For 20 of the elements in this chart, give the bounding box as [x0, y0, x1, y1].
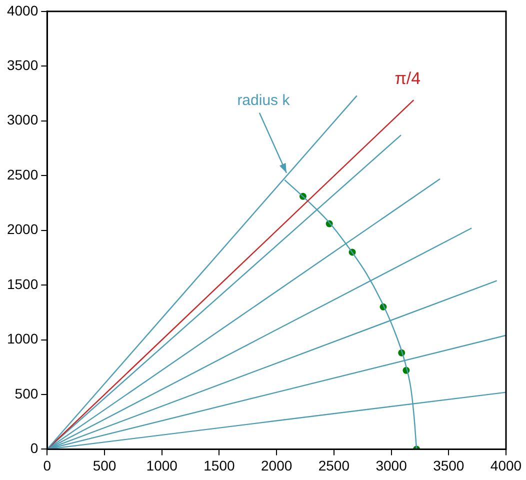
- y-tick-label: 2000: [6, 221, 38, 238]
- y-tick-label: 500: [14, 385, 38, 402]
- series-label: π/4: [394, 69, 421, 88]
- y-tick-label: 1500: [6, 276, 38, 292]
- x-tick-label: 4000: [490, 457, 522, 474]
- x-tick-label: 2500: [318, 457, 350, 474]
- x-tick-label: 500: [92, 457, 116, 474]
- x-tick-label: 1500: [204, 457, 235, 474]
- x-tick-label: 0: [43, 457, 52, 474]
- x-tick-label: 1000: [146, 457, 178, 474]
- y-tick-label: 3000: [6, 112, 38, 128]
- x-tick-label: 3500: [433, 457, 464, 474]
- y-tick-label: 3500: [6, 56, 38, 73]
- y-tick-label: 2500: [6, 166, 38, 182]
- x-tick-label: 3000: [376, 457, 408, 474]
- y-tick-label: 4000: [6, 2, 38, 18]
- y-tick-label: 0: [30, 440, 38, 456]
- x-tick-label: 2000: [260, 457, 292, 474]
- y-tick-label: 1000: [6, 330, 38, 347]
- annotation: radius k: [237, 92, 290, 109]
